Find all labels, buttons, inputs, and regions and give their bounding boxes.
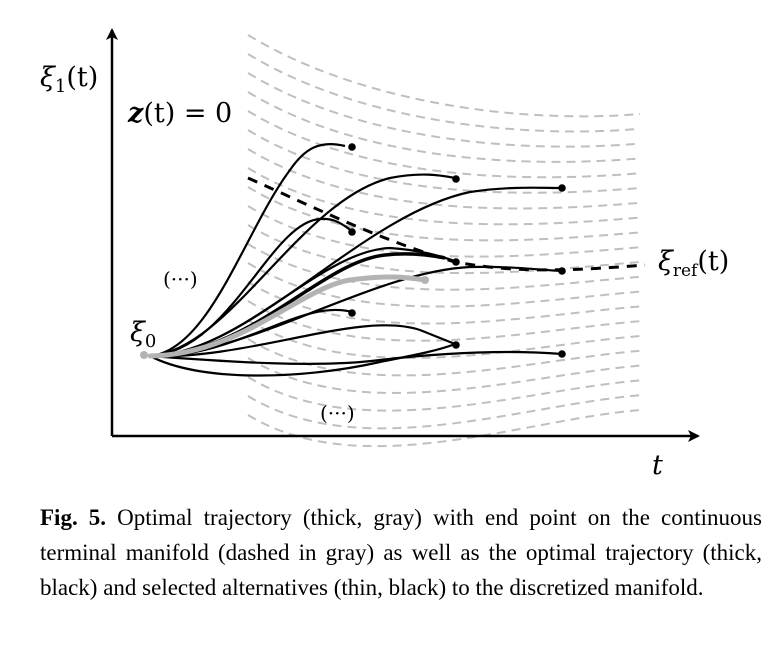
alternative-trajectories [149, 142, 563, 377]
manifold-line [247, 338, 641, 377]
trajectory-9 [149, 350, 563, 365]
manifold-line [247, 167, 641, 226]
reference-label: ξref(t) [658, 246, 729, 281]
end-point [452, 258, 460, 266]
manifold-line [247, 394, 641, 430]
figure-caption: Fig. 5. Optimal trajectory (thick, gray)… [40, 500, 762, 605]
end-point [452, 175, 460, 183]
end-point [348, 228, 356, 236]
manifold-line [247, 243, 641, 291]
end-point [558, 267, 566, 275]
caption-text: Optimal trajectory (thick, gray) with en… [40, 505, 762, 600]
optimal-continuous-trajectory [147, 274, 428, 359]
continuous-end-point [421, 276, 429, 284]
caption-label: Fig. 5. [40, 505, 107, 530]
ellipsis-upper: (···) [163, 267, 198, 291]
end-point [348, 309, 356, 317]
start-point-label: ξ0 [130, 317, 156, 352]
trajectory-4 [149, 217, 353, 358]
trajectory-1 [149, 142, 346, 358]
z-equation-label: z(t) = 0 [127, 98, 232, 129]
manifold-line [247, 262, 641, 308]
manifold-line [247, 376, 641, 412]
manifold-line [247, 129, 641, 194]
manifold-line [247, 110, 641, 179]
ellipsis-lower: (···) [320, 401, 355, 425]
manifold-line [247, 34, 641, 118]
manifold-dashed-lines [247, 34, 641, 448]
start-point [140, 351, 148, 359]
end-point [452, 341, 460, 349]
end-point [348, 143, 356, 151]
trajectory-8 [149, 324, 456, 358]
manifold-line [247, 319, 641, 359]
figure-diagram: ξ1(t) t z(t) = 0 ξ0 ξref(t) (···) (···) [40, 28, 729, 481]
manifold-line [247, 357, 641, 394]
end-points [348, 143, 566, 358]
manifold-line [247, 186, 641, 242]
manifold-line [247, 300, 641, 342]
manifold-line [247, 224, 641, 275]
manifold-line [247, 72, 641, 148]
x-axis-label: t [652, 450, 663, 481]
manifold-line [247, 53, 641, 133]
trajectory-10 [149, 342, 456, 377]
y-axis-label: ξ1(t) [40, 62, 98, 97]
manifold-line [247, 148, 641, 210]
manifold-line [247, 91, 641, 163]
end-point [558, 184, 566, 192]
end-point [558, 350, 566, 358]
manifold-line [247, 409, 641, 448]
